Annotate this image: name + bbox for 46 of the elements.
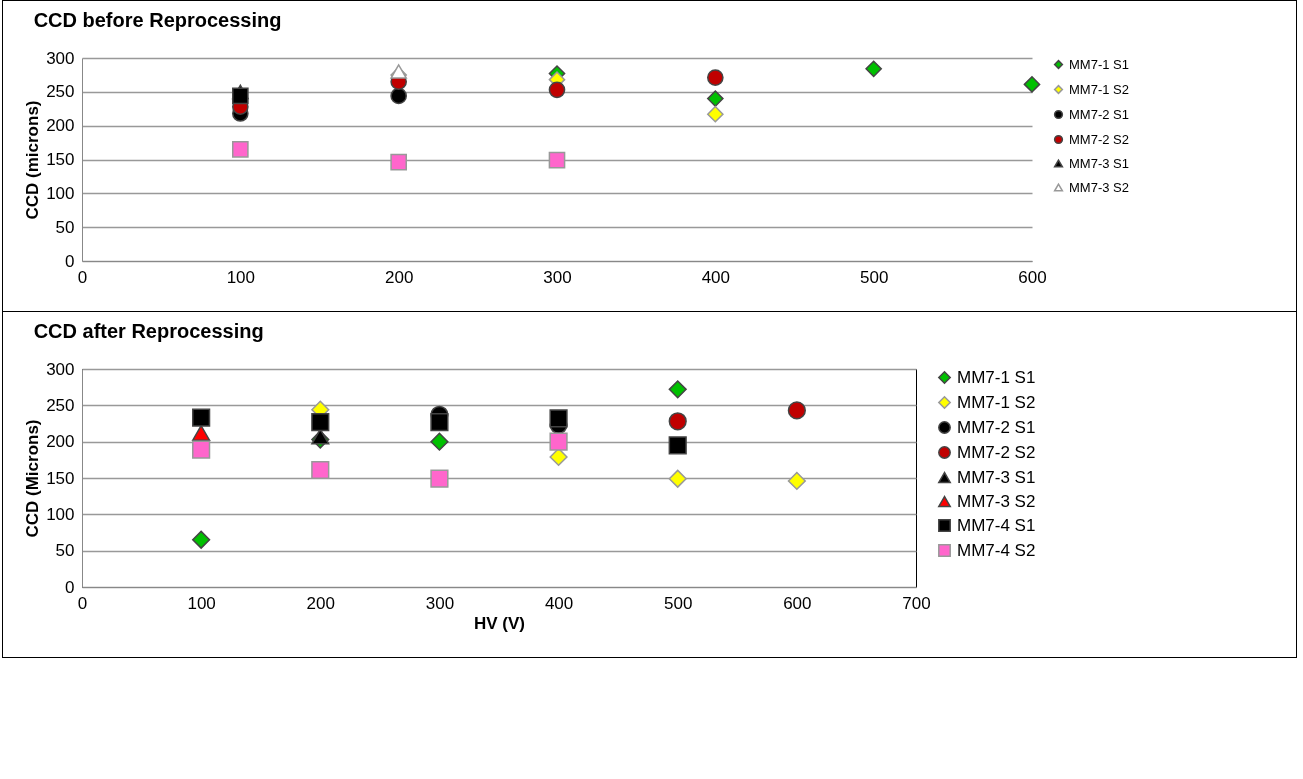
x-tick-label: 400 xyxy=(544,593,574,613)
x-tick-label: 600 xyxy=(783,593,812,613)
x-axis-title: HV (V) xyxy=(474,613,525,633)
legend-label: MM7-1 S2 xyxy=(1069,81,1129,97)
x-tick-label: 200 xyxy=(306,593,335,613)
y-tick-label: 100 xyxy=(46,183,75,203)
legend-label: MM7-3 S2 xyxy=(957,491,1036,511)
x-tick-label: 500 xyxy=(859,267,889,287)
y-tick-label: 150 xyxy=(46,468,75,488)
y-tick-label: 0 xyxy=(65,577,75,597)
y-tick-label: 50 xyxy=(55,217,75,237)
legend-label: MM7-4 S2 xyxy=(957,540,1036,560)
legend-label: MM7-2 S1 xyxy=(957,417,1036,437)
y-tick-label: 200 xyxy=(46,432,75,452)
legend-label: MM7-3 S1 xyxy=(957,467,1036,487)
legend-label: MM7-3 S2 xyxy=(1069,179,1129,195)
x-tick-label: 300 xyxy=(543,267,572,287)
y-axis-title: CCD (microns) xyxy=(23,100,43,220)
x-tick-label: 400 xyxy=(701,267,731,287)
x-tick-label: 100 xyxy=(187,593,216,613)
legend-label: MM7-1 S1 xyxy=(957,367,1036,387)
x-tick-label: 700 xyxy=(902,593,931,613)
x-tick-label: 200 xyxy=(384,267,414,287)
y-tick-label: 250 xyxy=(46,395,75,415)
x-tick-label: 100 xyxy=(226,267,256,287)
y-tick-label: 100 xyxy=(46,504,75,524)
y-tick-label: 250 xyxy=(46,82,75,102)
legend-label: MM7-1 S1 xyxy=(1069,56,1129,72)
y-axis-title: CCD (Microns) xyxy=(23,419,43,538)
y-tick-label: 300 xyxy=(46,48,75,68)
y-tick-label: 0 xyxy=(65,251,75,271)
legend-label: MM7-2 S2 xyxy=(957,442,1036,462)
chart-title: CCD before Reprocessing xyxy=(33,9,282,31)
x-tick-label: 600 xyxy=(1018,267,1047,287)
legend-label: MM7-2 S2 xyxy=(1069,131,1129,147)
y-tick-label: 150 xyxy=(46,150,75,169)
legend-label: MM7-3 S1 xyxy=(1069,155,1129,171)
x-tick-label: 300 xyxy=(425,593,455,613)
legend-label: MM7-4 S1 xyxy=(957,515,1036,535)
chart-title: CCD after Reprocessing xyxy=(33,320,264,342)
y-tick-label: 200 xyxy=(46,116,75,136)
y-tick-label: 50 xyxy=(55,541,75,561)
legend-label: MM7-2 S1 xyxy=(1069,106,1129,122)
legend-label: MM7-1 S2 xyxy=(957,392,1036,412)
x-tick-label: 500 xyxy=(664,593,693,613)
y-tick-label: 300 xyxy=(46,359,75,379)
